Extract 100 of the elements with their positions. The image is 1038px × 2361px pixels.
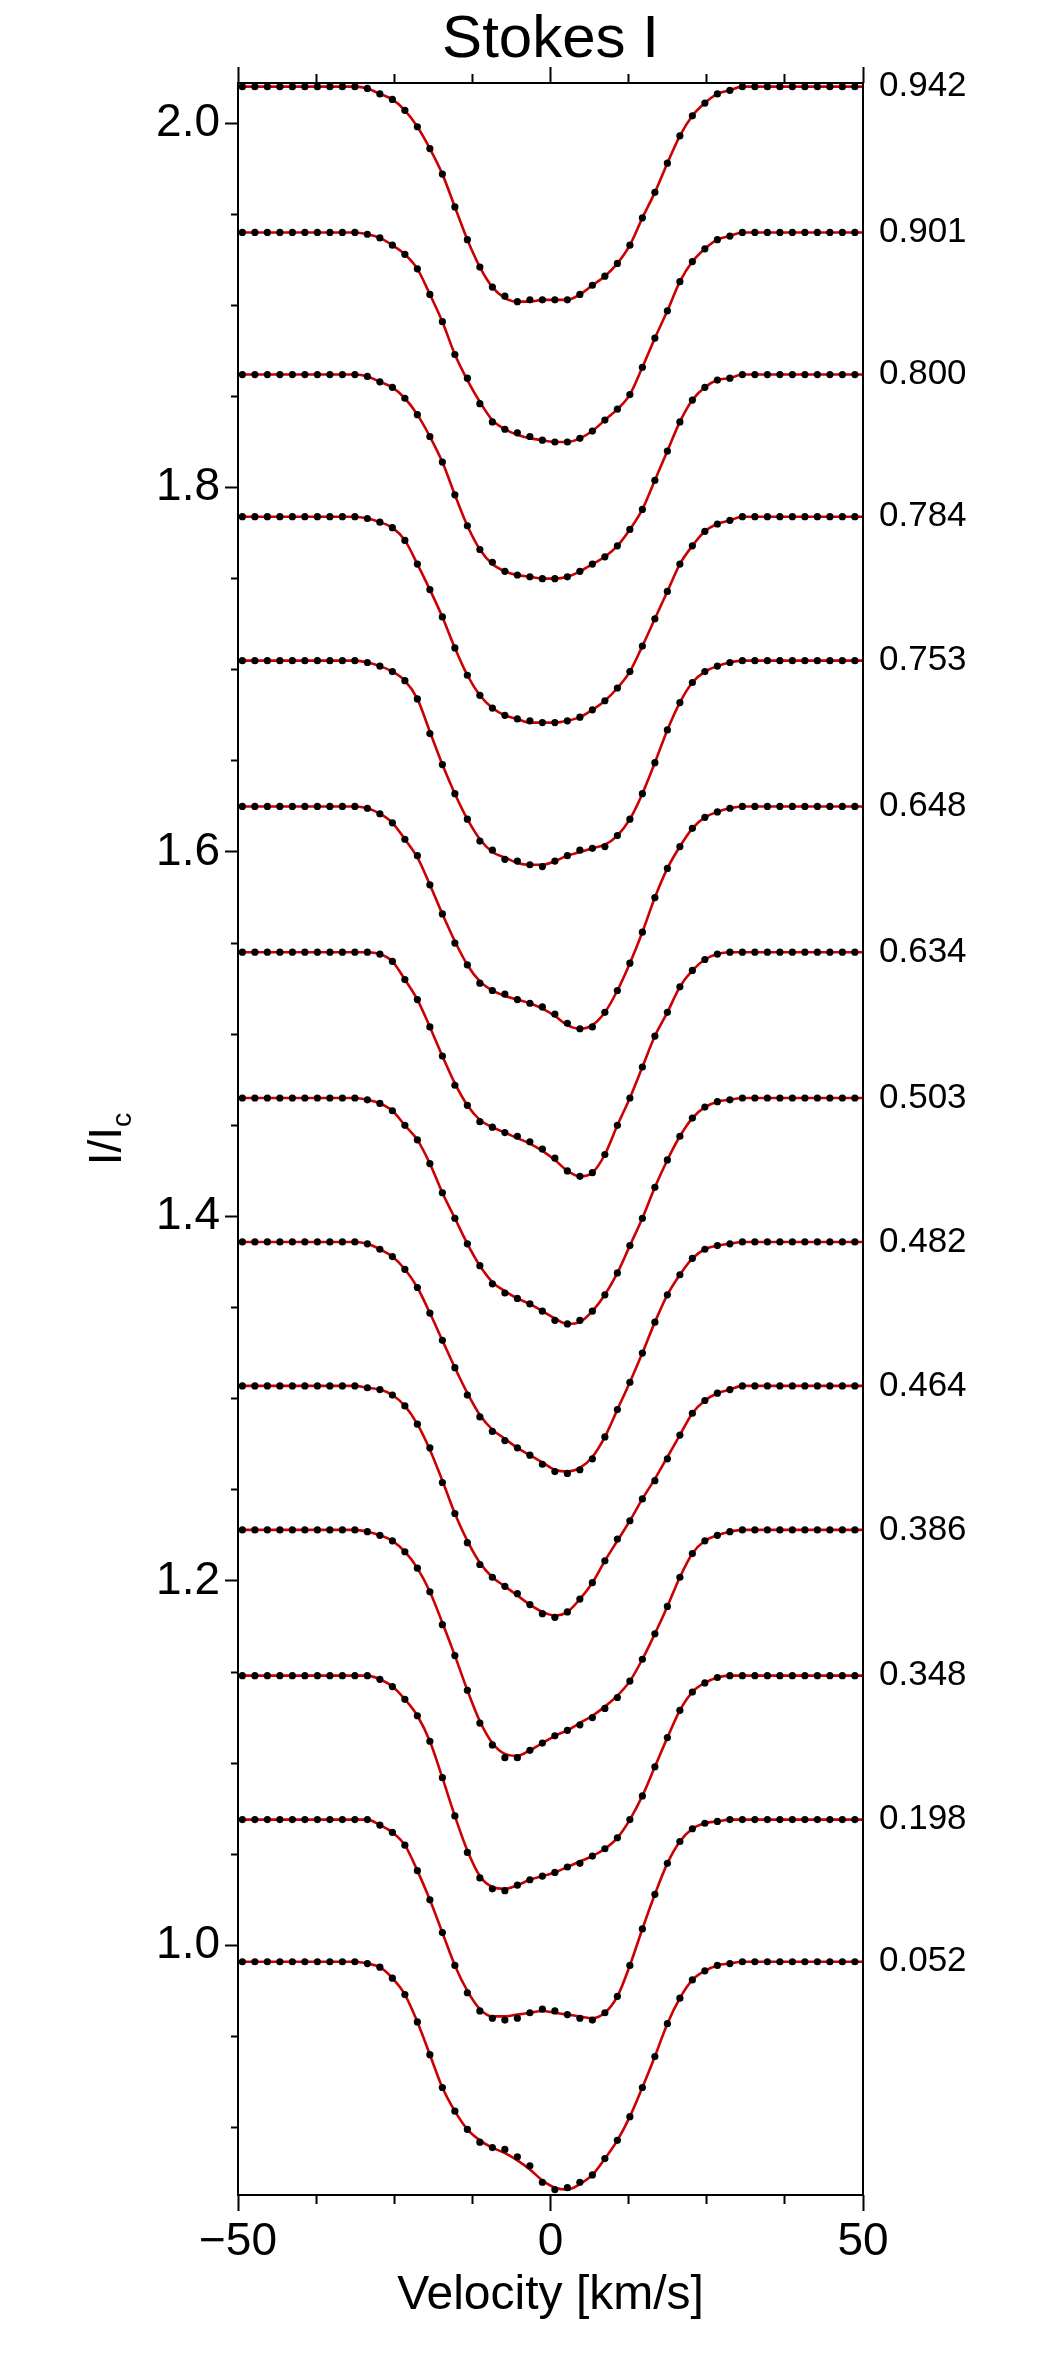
point	[326, 83, 334, 91]
point	[813, 948, 821, 956]
point	[763, 1382, 771, 1390]
point	[851, 513, 859, 521]
point	[838, 1094, 846, 1102]
point	[826, 1382, 834, 1390]
point	[426, 1023, 434, 1031]
point	[601, 2009, 609, 2017]
point	[626, 241, 634, 249]
point	[413, 123, 421, 131]
point	[388, 1391, 396, 1399]
point	[401, 1265, 409, 1273]
point	[501, 711, 509, 719]
point	[363, 514, 371, 523]
series-label: 0.386	[879, 1507, 967, 1547]
point	[263, 1958, 271, 1966]
point	[651, 893, 659, 902]
point	[351, 228, 359, 237]
point	[851, 1526, 859, 1534]
point	[238, 1958, 246, 1966]
point	[638, 505, 646, 514]
point	[251, 1672, 259, 1680]
point	[313, 1526, 321, 1534]
point	[751, 370, 759, 379]
point	[601, 416, 609, 424]
point	[563, 1320, 571, 1328]
point	[688, 678, 696, 687]
point	[426, 1896, 434, 1904]
point	[513, 298, 521, 306]
point	[376, 1531, 384, 1539]
point	[651, 1630, 659, 1638]
point	[301, 1672, 309, 1680]
point	[288, 1816, 296, 1824]
y-tick-label: 1.2	[156, 1551, 220, 1604]
point	[763, 228, 771, 237]
point	[663, 864, 671, 872]
point	[463, 1686, 471, 1694]
x-tick-label: −50	[198, 2213, 278, 2266]
point	[663, 1602, 671, 1611]
point	[463, 815, 471, 823]
point	[613, 831, 621, 840]
point	[576, 1172, 584, 1180]
point	[613, 1121, 621, 1129]
x-tick-label: 50	[837, 2213, 889, 2266]
point	[813, 1094, 821, 1102]
point	[488, 1123, 496, 1131]
point	[501, 1436, 509, 1445]
point	[801, 370, 809, 379]
point	[538, 1460, 546, 1468]
point	[401, 1548, 409, 1556]
point	[713, 520, 721, 528]
point	[376, 234, 384, 242]
point	[488, 283, 496, 291]
point	[751, 657, 759, 665]
point	[526, 2009, 534, 2017]
point	[488, 1885, 496, 1893]
point	[538, 1610, 546, 1618]
point	[363, 804, 371, 812]
point	[438, 1478, 446, 1487]
point	[526, 1876, 534, 1884]
point	[838, 83, 846, 91]
point	[563, 1863, 571, 1871]
point	[363, 1096, 371, 1104]
point	[363, 1959, 371, 1968]
point	[588, 1023, 596, 1031]
point	[726, 1096, 734, 1104]
y-tick-label: 2.0	[156, 93, 220, 146]
point	[701, 813, 709, 821]
point	[313, 1672, 321, 1680]
point	[538, 719, 546, 727]
point	[688, 257, 696, 266]
point	[763, 83, 771, 91]
point	[488, 986, 496, 995]
point	[788, 802, 796, 811]
point	[451, 2107, 459, 2115]
point	[763, 1094, 771, 1102]
point	[613, 1535, 621, 1543]
point	[601, 553, 609, 561]
point	[526, 1746, 534, 1754]
point	[463, 236, 471, 244]
point	[613, 986, 621, 995]
point	[263, 513, 271, 521]
point	[838, 228, 846, 237]
point	[788, 1958, 796, 1966]
point	[838, 948, 846, 956]
point	[663, 159, 671, 167]
point	[651, 1763, 659, 1771]
point	[688, 542, 696, 550]
point	[338, 1526, 346, 1534]
point	[376, 378, 384, 386]
point	[301, 1382, 309, 1390]
point	[588, 1713, 596, 1722]
point	[376, 810, 384, 818]
point	[501, 567, 509, 575]
point	[563, 2011, 571, 2019]
point	[826, 1672, 834, 1680]
point	[663, 726, 671, 734]
point	[351, 1526, 359, 1534]
point	[813, 228, 821, 237]
point	[726, 516, 734, 524]
